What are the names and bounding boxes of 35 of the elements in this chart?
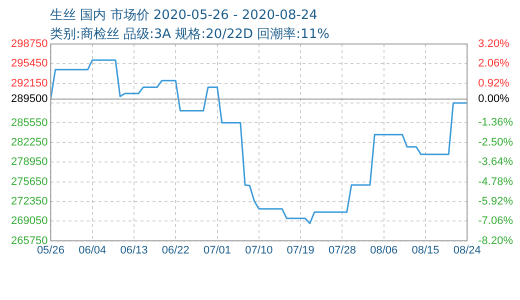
x-tick-label: 07/19 [286, 244, 314, 256]
y2-tick-label: -8.20% [478, 234, 514, 247]
x-tick-label: 07/10 [245, 244, 273, 256]
x-tick-label: 08/15 [412, 244, 440, 256]
chart-subtitle: 类别:商检丝 品级:3A 规格:20/22D 回潮率:11% [50, 26, 330, 43]
x-tick-label: 07/28 [328, 244, 356, 256]
y2-tick-label: 0.92% [478, 77, 510, 90]
y2-tick-label: -1.36% [478, 116, 514, 129]
y2-tick-label: 0.00% [478, 93, 510, 106]
y-tick-label: 275650 [10, 176, 48, 188]
x-tick-label: 06/22 [162, 244, 190, 256]
y-tick-label: 265750 [10, 234, 48, 247]
y-tick-label: 295450 [10, 58, 48, 70]
y2-tick-label: 2.06% [478, 58, 510, 70]
x-tick-label: 06/13 [120, 244, 148, 256]
x-tick-label: 05/26 [36, 244, 64, 256]
x-tick-label: 06/04 [78, 244, 106, 256]
chart-title: 生丝 国内 市场价 2020-05-26 - 2020-08-24 [50, 7, 318, 24]
y2-tick-label: -4.78% [478, 176, 514, 188]
y-tick-label: 269050 [10, 215, 48, 228]
y2-tick-label: -7.06% [478, 215, 514, 228]
y2-tick-label: -2.50% [478, 136, 514, 148]
x-tick-label: 08/24 [453, 244, 481, 256]
y-tick-label: 289500 [10, 93, 48, 106]
y2-tick-label: -5.92% [478, 195, 514, 208]
y-tick-label: 282250 [10, 136, 48, 148]
y-tick-label: 292150 [10, 77, 48, 90]
x-tick-label: 07/01 [204, 244, 232, 256]
x-tick-label: 08/06 [370, 244, 398, 256]
y-tick-label: 272350 [10, 195, 48, 208]
y-tick-label: 278950 [10, 156, 48, 168]
y2-tick-label: -3.64% [478, 156, 514, 168]
y-tick-label: 285550 [10, 116, 48, 129]
y2-tick-label: 3.20% [478, 38, 510, 50]
y-tick-label: 298750 [10, 38, 48, 50]
